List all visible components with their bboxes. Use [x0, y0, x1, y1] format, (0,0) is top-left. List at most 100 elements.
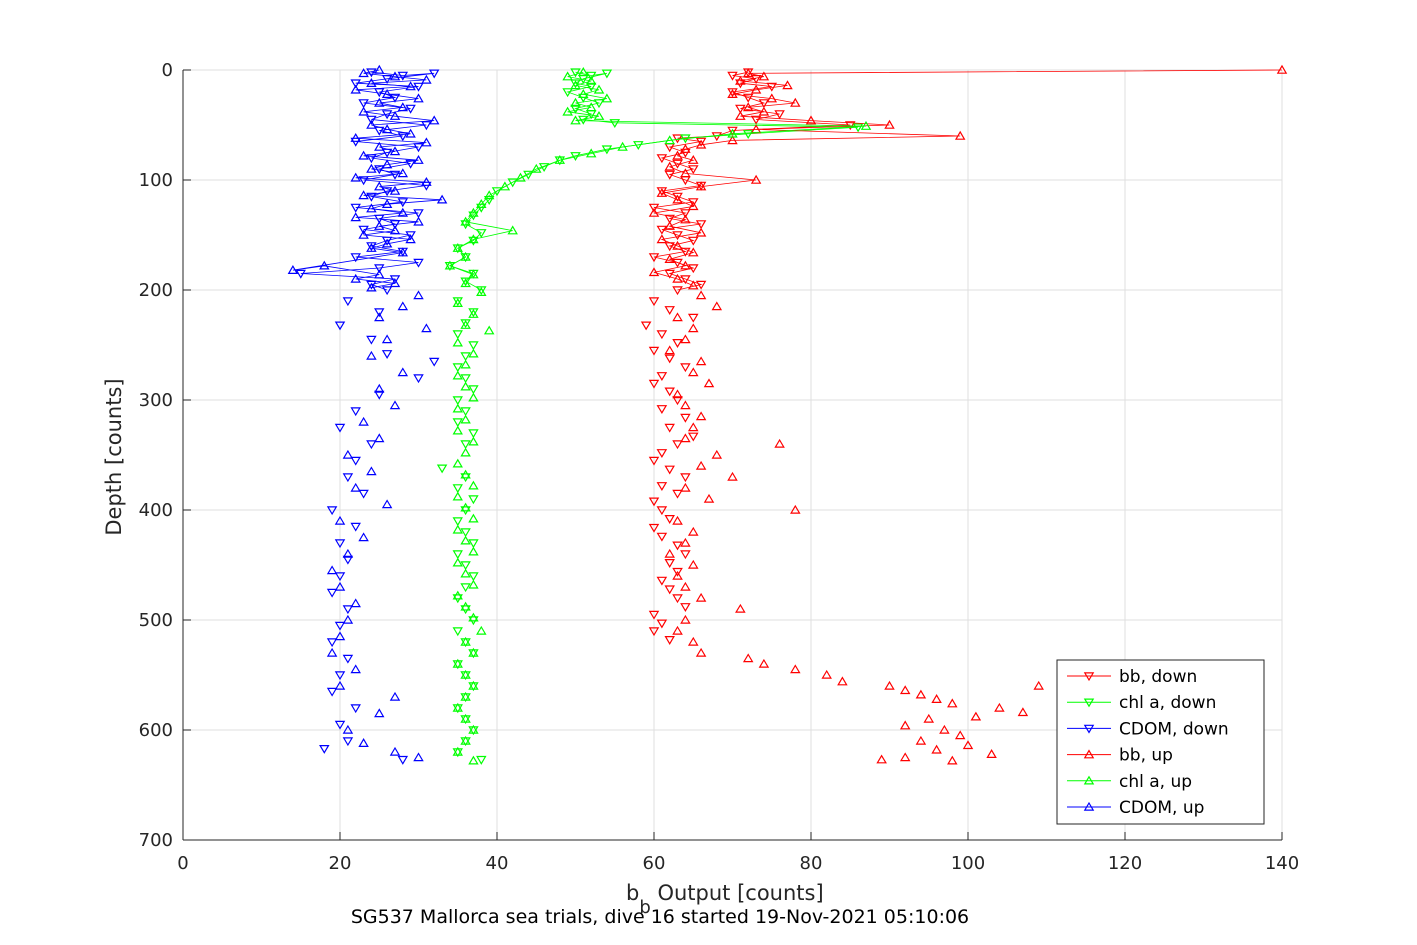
- data-point: [695, 356, 707, 366]
- data-point: [687, 422, 699, 432]
- data-point: [389, 746, 401, 756]
- data-point: [366, 243, 377, 252]
- data-point: [334, 671, 346, 681]
- data-point: [460, 278, 471, 288]
- data-point: [468, 309, 479, 318]
- data-point: [460, 381, 471, 391]
- data-point: [413, 93, 424, 103]
- data-point: [374, 221, 385, 230]
- data-point: [742, 102, 754, 112]
- legend-swatch-marker: [1083, 672, 1095, 682]
- data-point: [381, 124, 393, 134]
- data-point: [656, 532, 668, 542]
- data-point: [358, 225, 369, 235]
- x-axis-label-rest: Output [counts]: [651, 881, 824, 905]
- data-point: [735, 111, 746, 120]
- data-point: [601, 69, 613, 79]
- x-tick-label: 20: [329, 853, 352, 874]
- data-point: [381, 286, 393, 296]
- data-point: [585, 75, 597, 85]
- data-point: [664, 269, 675, 279]
- x-axis-label-subscript: b: [639, 897, 650, 918]
- data-point: [452, 425, 463, 435]
- legend-item: bb, up: [1067, 746, 1173, 766]
- data-point: [389, 146, 401, 156]
- data-point: [790, 664, 801, 674]
- data-point: [350, 704, 361, 714]
- y-tick-label: 100: [139, 170, 173, 191]
- chart-caption: SG537 Mallorca sea trials, dive 16 start…: [351, 906, 969, 928]
- data-point: [460, 469, 471, 479]
- data-point: [468, 724, 479, 734]
- data-point: [436, 464, 448, 474]
- data-point: [656, 506, 668, 516]
- data-point: [672, 567, 683, 577]
- data-point: [460, 277, 471, 287]
- data-point: [381, 199, 393, 208]
- data-point: [405, 234, 416, 244]
- x-tick-label: 40: [486, 853, 509, 874]
- series-line: [653, 71, 851, 291]
- data-point: [585, 82, 597, 92]
- data-point: [460, 440, 471, 450]
- data-point: [672, 286, 683, 296]
- data-point: [648, 346, 660, 356]
- data-point: [366, 203, 377, 213]
- data-point: [350, 133, 361, 142]
- data-point: [381, 238, 393, 248]
- data-point: [578, 67, 589, 77]
- data-point: [374, 390, 385, 400]
- data-point: [656, 619, 668, 629]
- data-point: [452, 370, 463, 380]
- data-point: [570, 80, 581, 90]
- data-point: [680, 550, 691, 560]
- data-point: [374, 383, 385, 393]
- data-point: [680, 334, 691, 344]
- data-point: [782, 80, 793, 90]
- data-point: [774, 110, 785, 120]
- data-point: [358, 106, 369, 116]
- data-point: [672, 570, 683, 580]
- y-tick-label: 600: [139, 720, 173, 741]
- data-point: [366, 350, 377, 360]
- data-point: [319, 744, 330, 754]
- legend-label: bb, down: [1119, 667, 1197, 687]
- data-point: [648, 203, 660, 213]
- y-tick-label: 200: [139, 280, 173, 301]
- data-point: [452, 590, 463, 600]
- data-point: [334, 581, 346, 591]
- data-point: [452, 403, 463, 413]
- x-tick-label: 0: [177, 853, 188, 874]
- data-point: [680, 209, 691, 219]
- data-point: [358, 68, 369, 78]
- data-point: [397, 71, 409, 81]
- data-point: [413, 752, 424, 762]
- data-point: [326, 588, 338, 598]
- data-point: [742, 68, 754, 78]
- data-point: [476, 287, 487, 296]
- data-point: [476, 286, 487, 296]
- data-point: [413, 155, 424, 164]
- data-point: [570, 97, 581, 107]
- data-point: [585, 102, 597, 112]
- data-point: [334, 515, 346, 525]
- data-point: [381, 187, 393, 197]
- data-point: [397, 755, 409, 765]
- series-3: [648, 64, 1288, 765]
- data-point: [350, 598, 361, 608]
- data-point: [452, 396, 463, 406]
- data-point: [680, 400, 691, 410]
- data-point: [672, 389, 683, 399]
- data-point: [452, 297, 463, 307]
- data-point: [468, 495, 479, 505]
- data-point: [656, 449, 668, 458]
- legend-swatch-marker: [1083, 775, 1095, 785]
- x-tick-label: 80: [800, 853, 823, 874]
- data-point: [570, 68, 581, 78]
- data-point: [687, 432, 699, 442]
- data-point: [687, 165, 699, 175]
- data-point: [491, 187, 503, 197]
- data-point: [680, 144, 691, 153]
- data-point: [452, 484, 463, 494]
- data-point: [648, 456, 660, 466]
